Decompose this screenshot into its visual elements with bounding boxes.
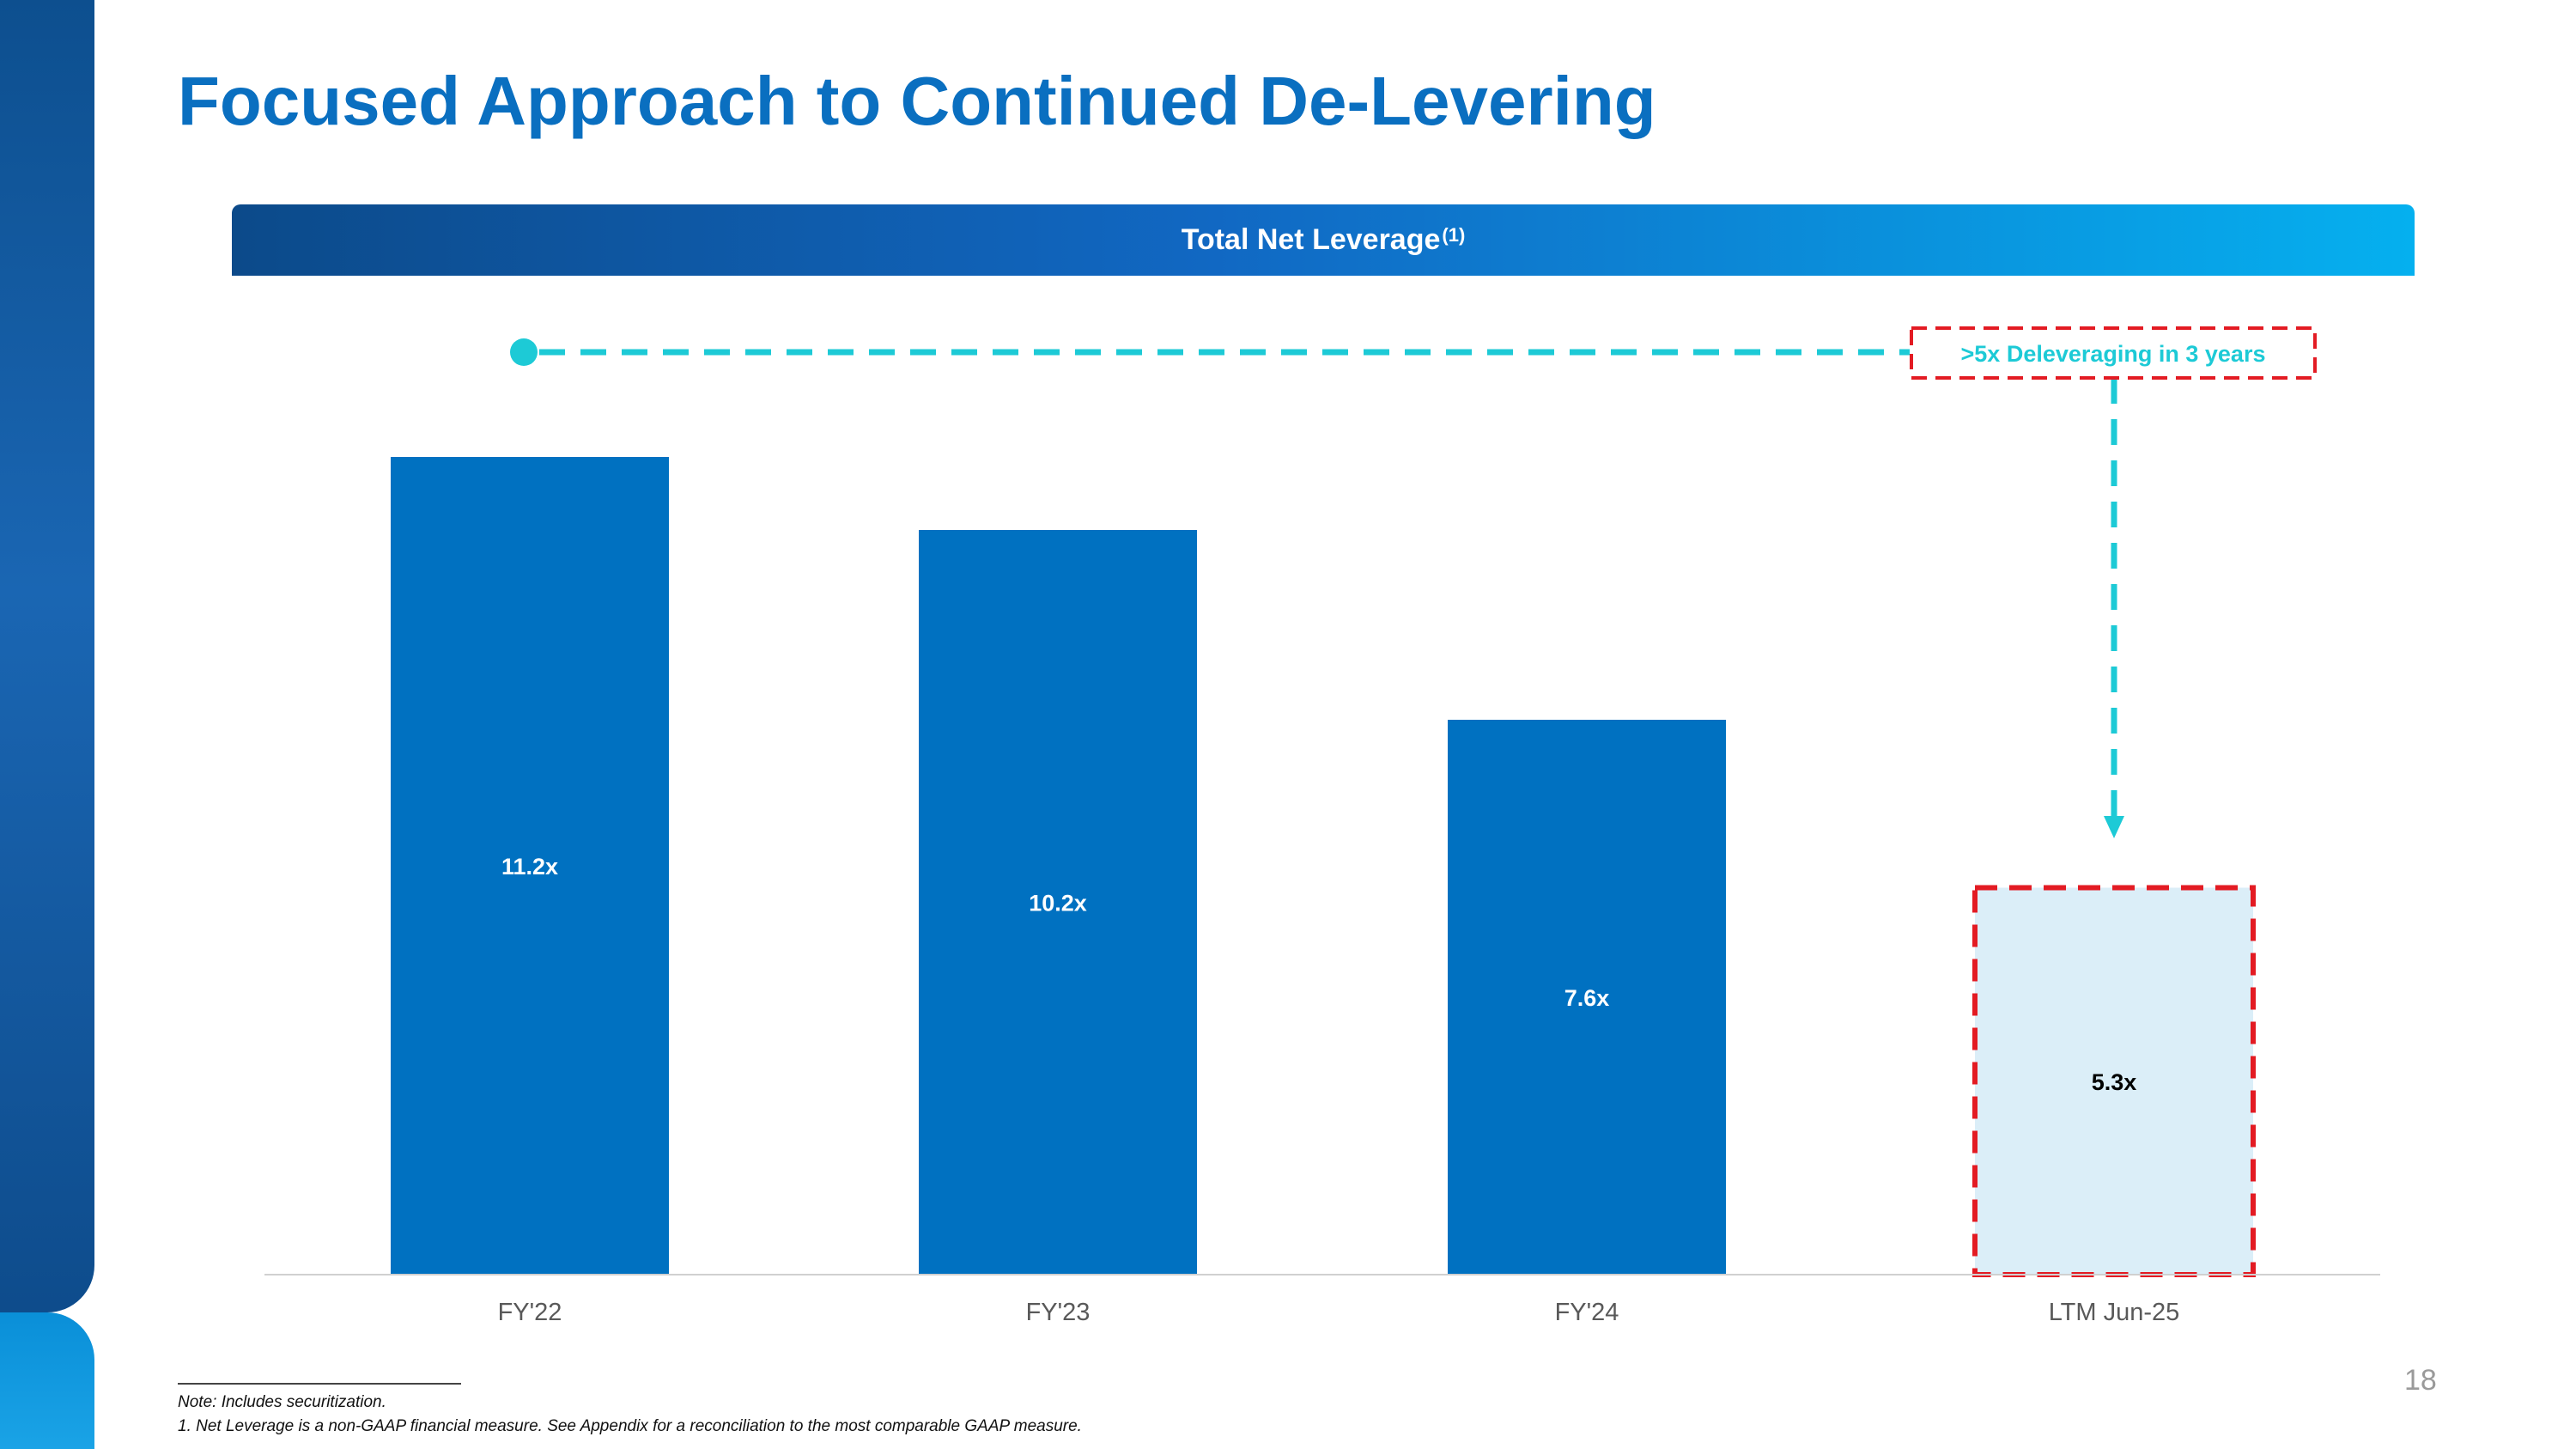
- footnote-note: Note: Includes securitization.: [178, 1393, 386, 1411]
- x-tick-label: FY'22: [498, 1299, 562, 1326]
- bar: [919, 530, 1197, 1275]
- bar-value-label: 5.3x: [2092, 1069, 2137, 1095]
- page-title: Focused Approach to Continued De-Leverin…: [178, 63, 1656, 139]
- banner-footnote-ref: (1): [1442, 223, 1466, 246]
- page-number: 18: [2404, 1364, 2437, 1397]
- bar-highlighted: [1972, 885, 2256, 1277]
- chart-banner: Total Net Leverage (1): [232, 204, 2415, 276]
- x-tick-label: FY'24: [1555, 1299, 1619, 1326]
- arrow-start-dot: [510, 338, 538, 366]
- sidebar-accent-bottom: [0, 1312, 94, 1449]
- annotation-layer: >5x Deleveraging in 3 years: [510, 326, 2317, 838]
- x-tick-label: FY'23: [1026, 1299, 1091, 1326]
- bar-value-label: 7.6x: [1564, 985, 1610, 1011]
- annotation-label: >5x Deleveraging in 3 years: [1961, 341, 2266, 367]
- bar-value-label: 11.2x: [501, 854, 558, 880]
- annotation-box: [1910, 326, 2317, 380]
- arrow-head: [2104, 816, 2124, 838]
- bar: [1448, 720, 1726, 1275]
- bar-value-label: 10.2x: [1029, 891, 1087, 916]
- footnote-divider: [178, 1383, 461, 1385]
- footnote-1: 1. Net Leverage is a non-GAAP financial …: [178, 1417, 1082, 1435]
- sidebar-accent-top: [0, 0, 94, 1312]
- x-tick-label: LTM Jun-25: [2049, 1299, 2180, 1326]
- bars-layer: 11.2x FY'22 10.2x FY'23 7.6x FY'24 5.3x LTM Jun…: [391, 457, 2256, 1326]
- banner-title: Total Net Leverage: [1181, 223, 1441, 256]
- bar: [391, 457, 669, 1275]
